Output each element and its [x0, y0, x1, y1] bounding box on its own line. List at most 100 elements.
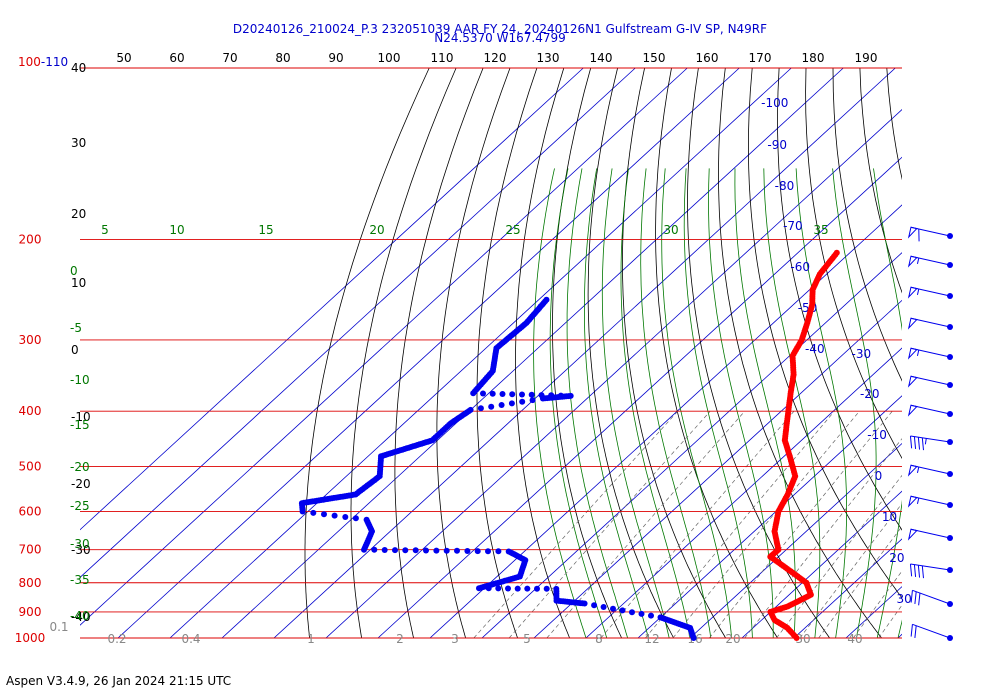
dry-adiabat-line	[436, 67, 511, 639]
mixing-ratio-label: 3	[451, 632, 459, 646]
theta-e-label: -10	[70, 373, 90, 387]
pressure-label: 800	[19, 576, 42, 590]
isotherm-label: -90	[767, 138, 787, 152]
dewpoint-point	[638, 610, 645, 617]
dewpoint-point	[477, 405, 484, 412]
mixing-ratio-label: 0.2	[107, 632, 126, 646]
theta-label: -40	[71, 610, 91, 624]
pressure-label: 900	[19, 605, 42, 619]
isotherm-line	[950, 68, 1000, 638]
pressure-label: 500	[19, 459, 42, 473]
top-axis-label: 70	[222, 51, 237, 65]
dewpoint-point	[352, 515, 359, 522]
dry-adiabat-line	[621, 67, 726, 639]
isotherm-line	[637, 395, 902, 639]
dewpoint-point	[581, 600, 588, 607]
dry-adiabat-line	[552, 67, 622, 639]
isotherm-label: 30	[897, 592, 912, 606]
dewpoint-point	[474, 548, 481, 555]
moist-adiabat-line	[566, 168, 628, 639]
top-axis-label: 140	[590, 51, 613, 65]
dewpoint-point	[505, 585, 511, 592]
dewpoint-point	[619, 607, 626, 614]
moist-adiabat-label: 20	[369, 223, 384, 237]
moist-adiabat-line	[533, 168, 587, 639]
moist-adiabat-label: 25	[505, 223, 520, 237]
wind-barb-feather	[918, 592, 921, 606]
dewpoint-point	[392, 547, 398, 554]
theta-e-label: -40	[70, 609, 90, 623]
moist-adiabat-line	[661, 168, 732, 639]
moist-adiabat-line	[640, 168, 712, 639]
dewpoint-point	[433, 547, 440, 554]
wind-barb-half-feather	[924, 438, 927, 445]
isotherm-label: -10	[867, 428, 887, 442]
wind-barb-feather	[914, 625, 917, 639]
moist-adiabat-label: 15	[258, 223, 273, 237]
top-axis-label: 160	[696, 51, 719, 65]
moist-adiabat-line	[795, 168, 847, 639]
mixing-ratio-label: 0.1	[49, 620, 68, 634]
top-axis-label: 130	[537, 51, 560, 65]
wind-barb	[907, 528, 953, 541]
wind-barb-half-feather	[916, 466, 920, 473]
dewpoint-point	[629, 609, 635, 616]
theta-label: 30	[71, 136, 86, 150]
theta-label: 20	[71, 207, 86, 221]
top-axis-label: 50	[116, 51, 131, 65]
dry-adiabat-line	[832, 67, 902, 382]
dewpoint-point	[534, 585, 540, 592]
wind-barb-feather	[910, 624, 913, 637]
wind-barb-pennant	[907, 317, 918, 330]
wind-barb-staff	[912, 589, 951, 605]
pressure-label: 400	[19, 404, 42, 418]
dewpoint-point	[690, 635, 697, 641]
dry-adiabat-line	[747, 67, 902, 599]
dewpoint-point	[524, 585, 531, 592]
dewpoint-point	[454, 547, 460, 554]
mixing-ratio-label: 2	[396, 632, 404, 646]
theta-e-label: 0	[70, 264, 78, 278]
top-axis-label: 80	[275, 51, 290, 65]
dry-adiabat-line	[914, 68, 1000, 638]
wind-barb-staff	[910, 435, 951, 443]
moist-adiabat-line	[832, 168, 877, 639]
isotherm-label: 0	[875, 469, 883, 483]
isotherm-line	[429, 204, 902, 639]
wind-barb-pennant	[907, 528, 918, 541]
dry-adiabat-line	[394, 67, 484, 639]
wind-barb	[910, 589, 953, 607]
dewpoint-point	[331, 512, 338, 519]
wind-barb-staff	[910, 255, 951, 266]
isotherm-line	[793, 538, 902, 639]
dewpoint-point	[610, 605, 616, 612]
wind-barb-staff	[910, 464, 951, 475]
pressure-label: 200	[19, 233, 42, 247]
dewpoint-point	[600, 604, 607, 610]
dewpoint-point	[489, 390, 496, 397]
theta-label: -30	[71, 543, 91, 557]
isotherm-line	[325, 109, 902, 639]
dewpoint-point	[543, 585, 550, 592]
wind-barb-staff	[910, 317, 951, 328]
isotherm-label: -60	[790, 260, 810, 274]
chart-title: D20240126_210024_P.3 232051039 AAR FY 24…	[233, 22, 767, 36]
wind-barb-staff	[910, 404, 951, 415]
moist-adiabat-line	[708, 168, 774, 638]
top-axis-label: 110	[431, 51, 454, 65]
pressure-label: 700	[19, 543, 42, 557]
wind-barb-feather	[913, 564, 917, 577]
mixing-ratio-line	[600, 410, 795, 639]
wind-barb-feather	[909, 563, 913, 577]
pressure-label-top: 100-110	[18, 55, 68, 69]
isotherm-label: 20	[889, 551, 904, 565]
wind-barb-feather	[917, 565, 921, 578]
dewpoint-point	[423, 547, 429, 554]
wind-barb	[909, 563, 953, 579]
dewpoint-point	[480, 390, 486, 397]
mixing-ratio-label: 0.4	[181, 632, 200, 646]
dewpoint-point	[485, 585, 492, 592]
wind-barb-pennant	[907, 255, 918, 268]
top-axis-label: 60	[169, 51, 184, 65]
wind-barb-pennant	[907, 495, 918, 508]
